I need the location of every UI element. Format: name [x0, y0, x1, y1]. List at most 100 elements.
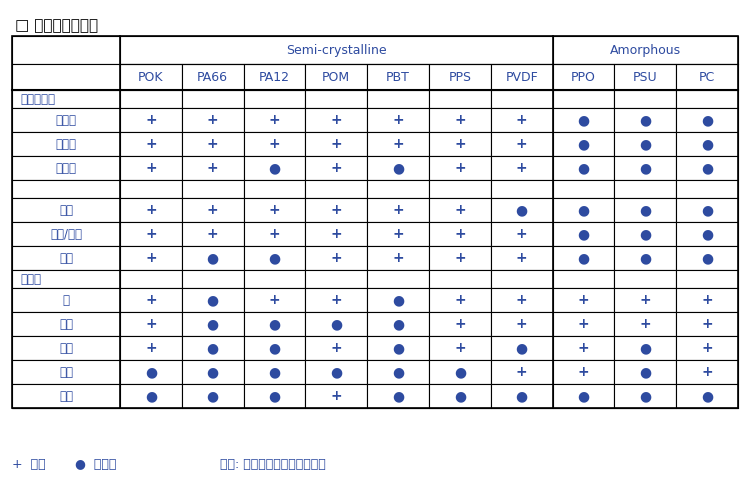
Text: ●: ●	[701, 113, 713, 127]
Bar	[429, 336, 490, 360]
Text: ●: ●	[207, 293, 219, 307]
Bar	[490, 132, 553, 156]
Text: +: +	[207, 161, 218, 175]
Text: +: +	[578, 293, 590, 307]
Bar	[676, 180, 738, 198]
Bar	[490, 384, 553, 408]
Text: 卤化物: 卤化物	[56, 161, 76, 174]
Text: ●: ●	[639, 365, 651, 379]
Text: 备注: 相对的评分包含温度影响: 备注: 相对的评分包含温度影响	[220, 458, 326, 471]
Bar	[553, 360, 614, 384]
Bar	[490, 312, 553, 336]
Text: +: +	[145, 161, 157, 175]
Bar	[368, 246, 429, 270]
Bar	[120, 384, 182, 408]
Bar	[305, 360, 368, 384]
Bar	[244, 360, 305, 384]
Text: 水性的: 水性的	[20, 272, 41, 285]
Bar	[553, 90, 614, 108]
Text: ●: ●	[392, 293, 404, 307]
Text: +: +	[331, 161, 342, 175]
Text: ●: ●	[268, 161, 280, 175]
Text: +: +	[392, 227, 404, 241]
Bar	[182, 90, 244, 108]
Bar	[182, 384, 244, 408]
Bar	[244, 132, 305, 156]
Bar	[368, 312, 429, 336]
Bar	[490, 64, 553, 90]
Text: +: +	[578, 341, 590, 355]
Text: ●: ●	[639, 203, 651, 217]
Text: ●: ●	[701, 161, 713, 175]
Bar	[490, 108, 553, 132]
Bar	[120, 198, 182, 222]
Text: +: +	[701, 317, 713, 331]
Text: ●: ●	[578, 251, 590, 265]
Text: +: +	[145, 251, 157, 265]
Text: +: +	[454, 227, 466, 241]
Text: PSU: PSU	[633, 71, 658, 84]
Bar	[614, 336, 676, 360]
Text: +: +	[207, 227, 218, 241]
Bar	[429, 384, 490, 408]
Bar	[614, 360, 676, 384]
Bar	[676, 90, 738, 108]
Text: +: +	[392, 203, 404, 217]
Text: +: +	[578, 365, 590, 379]
Text: +: +	[145, 203, 157, 217]
Bar	[182, 64, 244, 90]
Bar	[368, 222, 429, 246]
Bar	[120, 180, 182, 198]
Text: POK: POK	[138, 71, 164, 84]
Bar	[305, 270, 368, 288]
Text: +: +	[454, 137, 466, 151]
Text: +: +	[516, 365, 527, 379]
Text: ●: ●	[516, 203, 528, 217]
Bar	[182, 288, 244, 312]
Text: ●: ●	[268, 317, 280, 331]
Bar	[120, 288, 182, 312]
Text: +  耐抗: + 耐抗	[12, 458, 46, 471]
Bar	[120, 270, 182, 288]
Text: 强酸: 强酸	[59, 366, 73, 378]
Bar	[614, 312, 676, 336]
Bar	[676, 198, 738, 222]
Bar	[614, 90, 676, 108]
Bar	[429, 312, 490, 336]
Text: +: +	[454, 113, 466, 127]
Bar	[368, 336, 429, 360]
Bar	[429, 222, 490, 246]
Bar	[182, 198, 244, 222]
Text: ●: ●	[454, 365, 466, 379]
Bar	[305, 246, 368, 270]
Bar	[182, 360, 244, 384]
Text: 水: 水	[62, 293, 70, 306]
Text: ●: ●	[639, 251, 651, 265]
Bar	[614, 132, 676, 156]
Bar	[490, 222, 553, 246]
Text: ●: ●	[639, 113, 651, 127]
Bar	[490, 198, 553, 222]
Bar	[490, 246, 553, 270]
Text: ●: ●	[330, 317, 342, 331]
Text: ●  不耐抗: ● 不耐抗	[75, 458, 116, 471]
Text: +: +	[516, 293, 527, 307]
Text: ●: ●	[392, 317, 404, 331]
Text: 醛类: 醛类	[59, 251, 73, 264]
Bar	[305, 312, 368, 336]
Text: ●: ●	[330, 365, 342, 379]
Text: PA66: PA66	[197, 71, 228, 84]
Bar	[614, 246, 676, 270]
Text: POM: POM	[322, 71, 350, 84]
Text: 芳香族: 芳香族	[56, 137, 76, 150]
Bar	[305, 108, 368, 132]
Text: ●: ●	[578, 389, 590, 403]
Text: +: +	[268, 203, 280, 217]
Text: +: +	[516, 251, 527, 265]
Text: ●: ●	[207, 341, 219, 355]
Text: Semi-crystalline: Semi-crystalline	[286, 43, 386, 56]
Bar	[244, 64, 305, 90]
Bar	[490, 360, 553, 384]
Text: ●: ●	[578, 137, 590, 151]
Bar	[12, 222, 120, 246]
